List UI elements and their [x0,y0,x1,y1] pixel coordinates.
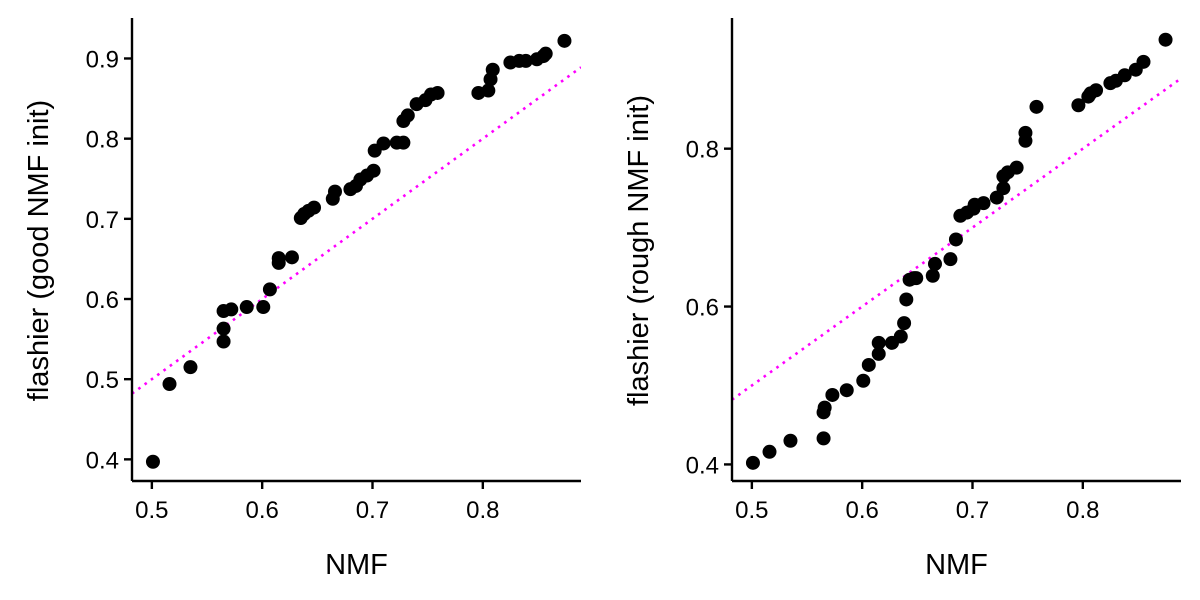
y-tick-label: 0.8 [86,127,119,154]
data-point [1029,99,1044,114]
data-point [1158,32,1173,47]
data-point [183,360,198,375]
y-tick-label: 0.4 [686,452,719,479]
y-tick-label: 0.6 [86,287,119,314]
data-point [762,444,777,459]
x-tick-label: 0.7 [356,497,389,524]
data-point [1117,68,1132,83]
data-point [817,400,832,415]
data-point [816,431,831,446]
x-tick-label: 0.6 [245,497,278,524]
data-point [783,433,798,448]
data-point [861,357,876,372]
reference-line [132,66,581,395]
data-point [909,271,924,286]
data-point [897,316,912,331]
x-tick-label: 0.8 [466,497,499,524]
data-point [239,300,254,315]
y-tick-label: 0.5 [86,367,119,394]
x-tick-label: 0.5 [735,497,768,524]
data-point [162,376,177,391]
y-tick-label: 0.9 [86,46,119,73]
data-point [856,373,871,388]
data-point [396,135,411,150]
x-tick-label: 0.6 [845,497,878,524]
panel-right: 0.5 0.6 0.7 0.8 0.4 0.6 0.8 NMF flashier (rough … [623,18,1181,581]
data-point [927,256,942,271]
data-point [430,85,445,100]
data-point [996,181,1011,196]
data-point [538,46,553,61]
y-axis-title: flashier (rough NMF init) [623,95,655,406]
data-point [899,292,914,307]
data-point [307,200,322,215]
data-point [284,250,299,265]
data-point [1089,83,1104,98]
data-point [745,455,760,470]
data-point [485,62,500,77]
data-point [1136,54,1151,69]
data-point [557,33,572,48]
data-point [871,335,886,350]
data-point [825,387,840,402]
data-point [893,329,908,344]
data-point [943,252,958,267]
x-tick-label: 0.8 [1066,497,1099,524]
data-point [948,232,963,247]
panel-left: 0.5 0.6 0.7 0.8 0.4 0.5 0.6 0.7 0.8 0.9 NMF flashie… [23,18,581,581]
data-point [518,53,533,68]
data-point [871,346,886,361]
data-point [366,163,381,178]
data-point [376,136,391,151]
x-axis-title: NMF [325,549,388,581]
data-point [925,268,940,283]
data-point [839,383,854,398]
x-axis-title: NMF [925,549,988,581]
data-point [145,454,160,469]
data-point [262,282,277,297]
data-point [1018,125,1033,140]
y-axis-title: flashier (good NMF init) [23,100,55,401]
x-tick-label: 0.5 [135,497,168,524]
x-tick-label: 0.7 [956,497,989,524]
data-point [400,108,415,123]
y-tick-label: 0.7 [86,207,119,234]
data-point [976,196,991,211]
data-point [327,184,342,199]
y-tick-label: 0.4 [86,447,119,474]
data-point [216,334,231,349]
data-point [481,83,496,98]
y-tick-label: 0.8 [686,137,719,164]
data-point [271,251,286,266]
data-point [224,302,239,317]
data-point [216,321,231,336]
data-point [1009,160,1024,175]
data-point [256,300,271,315]
data-point [1071,98,1086,113]
y-tick-label: 0.6 [686,295,719,322]
